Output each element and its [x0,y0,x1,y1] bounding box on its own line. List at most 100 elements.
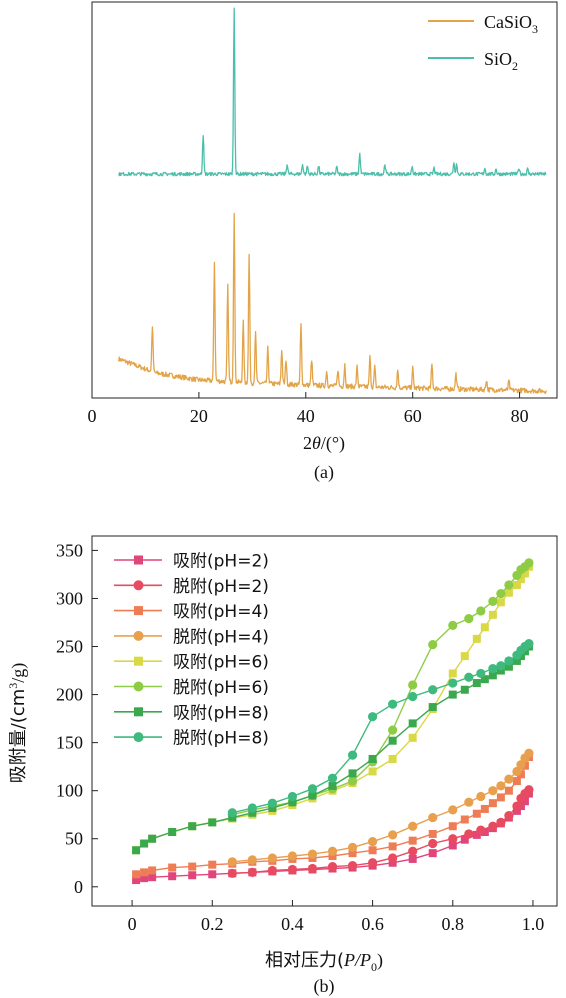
legend-swatch-marker [133,580,144,591]
data-point [496,589,506,599]
legend-item-b: 脱附(pH=4) [114,627,269,647]
data-point [388,853,398,863]
isotherm-series [132,558,534,885]
data-point [140,868,149,877]
data-point [488,671,497,680]
data-point [208,860,217,869]
legend-label-b: 吸附(pH=4) [173,602,269,622]
data-point [307,849,318,859]
data-point [488,610,497,619]
x-axis-label-b-suffix: ) [377,950,383,971]
data-point [496,666,505,675]
y-tick-label-b: 350 [56,540,83,560]
panel-b: 0 50 100 150 200 250 300 350 0 0.2 0.4 0.6 0.8 1.0 吸… [6,535,558,997]
legend-item-b: 吸附(pH=4) [114,602,269,622]
data-point [132,846,141,855]
data-point [347,750,358,760]
x-axis-label-a-prefix: 2 [303,433,312,453]
data-point [460,815,469,824]
data-point [227,808,237,818]
data-point [488,799,497,808]
data-point [308,791,317,800]
data-point [287,851,298,861]
data-point [227,868,237,878]
data-point [520,797,529,806]
data-point [476,668,486,679]
legend-label-b: 吸附(pH=2) [173,552,269,572]
data-point [428,849,437,858]
data-point [307,863,318,874]
data-point [512,806,521,815]
data-point [504,811,514,821]
y-axis-ticks-b: 0 50 100 150 200 250 300 350 [56,540,98,897]
x-tick-label-b: 0.8 [442,914,465,934]
data-point [488,596,498,606]
y-tick-label-b: 200 [56,685,83,705]
y-axis-label-b-prefix: 吸附量/(cm [8,689,29,784]
x-tick-label-b: 0 [128,914,137,934]
x-tick-label-a: 20 [190,406,208,426]
xrd-trace-casio3 [118,212,547,395]
legend-sio2-main: SiO [484,49,512,69]
data-point [504,580,514,590]
data-point [307,784,318,794]
data-point [247,803,257,813]
series-7 [227,639,534,818]
x-axis-label-b-var: P/P [343,950,371,970]
data-point [496,781,506,791]
data-point [496,598,505,607]
data-point [512,777,521,786]
x-axis-ticks-b: 0 0.2 0.4 0.6 0.8 1.0 [128,900,544,934]
data-point [428,838,438,849]
data-point [267,853,277,863]
data-point [328,781,337,790]
data-point [448,822,457,831]
data-point [512,656,521,665]
data-point [368,846,377,855]
y-axis-label-b-suffix: /g) [8,663,29,683]
series-line [232,562,530,816]
legend-label-b: 脱附(pH=8) [173,729,269,749]
legend-item-b: 吸附(pH=6) [114,653,269,673]
data-point [132,876,141,885]
x-axis-label-a: 2θ/(°) [303,433,345,454]
x-axis-label-a-var: θ [312,433,321,453]
data-point [504,588,513,597]
legend-item-b: 吸附(pH=8) [114,703,269,723]
data-point [476,791,486,802]
data-point [516,770,525,779]
data-point [208,818,217,827]
data-point [368,858,378,868]
plot-frame-a [91,1,558,399]
series-3 [227,748,534,867]
legend-label-b: 吸附(pH=6) [173,653,269,673]
data-point [460,652,469,661]
legend-label-b: 脱附(pH=4) [173,627,269,647]
legend-b: 吸附(pH=2) 脱附(pH=2) 吸附(pH=4) 脱附(pH=4) 吸附(pH=6)… [114,552,269,749]
data-point [388,830,398,840]
data-point [464,829,474,839]
data-point [388,858,397,867]
x-tick-label-a: 60 [404,406,422,426]
data-point [512,766,522,777]
data-point [408,854,417,863]
legend-a: CaSiO3 SiO2 [428,12,538,73]
data-point [408,691,418,702]
data-point [428,703,437,712]
data-point [247,855,257,865]
data-point [347,776,358,786]
legend-item-b: 脱附(pH=2) [114,577,269,597]
data-point [388,699,398,709]
data-point [504,662,513,671]
data-point [408,680,418,690]
data-point [188,862,197,871]
data-point [428,639,438,650]
x-axis-label-b-sub: 0 [371,960,377,974]
data-point [208,870,217,879]
legend-swatch-marker [134,606,143,616]
data-point [408,719,417,728]
data-point [348,769,357,778]
data-point [188,822,197,831]
data-point [480,623,489,632]
